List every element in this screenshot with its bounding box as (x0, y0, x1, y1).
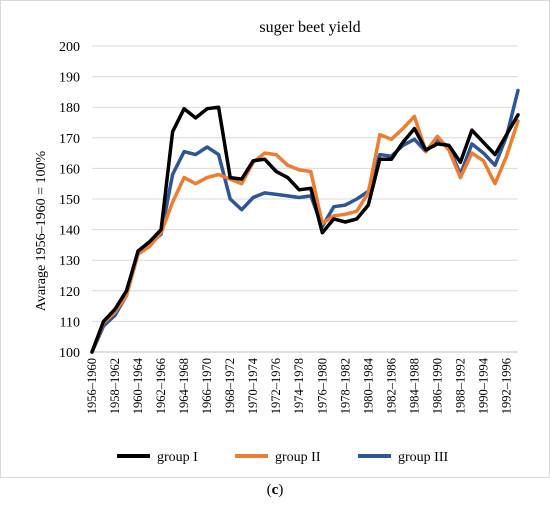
y-tick-label: 160 (59, 162, 80, 177)
x-tick-label: 1976–1980 (315, 358, 329, 414)
figure-caption: (c) (0, 482, 550, 499)
x-tick-label: 1992–1996 (499, 358, 513, 414)
line-chart: suger beet yield 100 110 120 130 140 150 160 17… (34, 19, 520, 465)
series-line-group-i (90, 105, 520, 354)
x-tick-label: 1956–1960 (85, 358, 99, 414)
legend-label: group II (275, 450, 321, 465)
x-tick-label: 1974–1978 (292, 358, 306, 414)
x-tick-label: 1966–1970 (200, 358, 214, 414)
legend: group I group II group III (117, 450, 448, 465)
y-tick-label: 200 (59, 40, 80, 55)
y-tick-label: 180 (59, 101, 80, 116)
x-tick-label: 1962–1966 (154, 358, 168, 414)
x-tick-label: 1990–1994 (476, 357, 490, 414)
chart-title: suger beet yield (259, 19, 360, 36)
y-tick-label: 190 (59, 71, 80, 86)
x-tick-label: 1988–1992 (453, 358, 467, 414)
chart-frame (0, 0, 550, 478)
series-layer (90, 88, 520, 354)
x-tick-label: 1978–1982 (338, 358, 352, 414)
y-tick-label: 150 (59, 193, 80, 208)
x-tick-label: 1970–1974 (246, 357, 260, 414)
y-axis-ticks: 100 110 120 130 140 150 160 170 180 190 200 (59, 40, 80, 361)
x-tick-label: 1964–1968 (177, 358, 191, 414)
y-tick-label: 140 (59, 224, 80, 239)
legend-label: group III (398, 450, 448, 465)
series-line-group-iii (90, 88, 520, 354)
x-tick-label: 1960–1964 (131, 357, 145, 414)
y-tick-label: 100 (59, 346, 80, 361)
legend-label: group I (157, 450, 198, 465)
y-tick-label: 170 (59, 132, 80, 147)
x-tick-label: 1968–1972 (223, 358, 237, 414)
x-tick-label: 1972–1976 (269, 358, 283, 414)
y-tick-label: 120 (59, 285, 80, 300)
y-tick-label: 110 (60, 315, 80, 330)
x-tick-label: 1986–1990 (430, 358, 444, 414)
y-axis-label: Avarage 1956–1960 = 100% (34, 150, 49, 311)
x-tick-label: 1980–1984 (361, 357, 375, 414)
x-tick-label: 1958–1962 (108, 358, 122, 414)
x-tick-label: 1984–1988 (407, 358, 421, 414)
caption-open: ( (266, 482, 272, 498)
x-axis-ticks: 1956–1960 1958–1962 1960–1964 1962–1966 1964… (85, 357, 513, 414)
caption-letter: c (271, 482, 279, 498)
x-tick-label: 1982–1986 (384, 358, 398, 414)
caption-close: ) (278, 482, 284, 498)
y-tick-label: 130 (59, 254, 80, 269)
gridlines (92, 45, 518, 353)
